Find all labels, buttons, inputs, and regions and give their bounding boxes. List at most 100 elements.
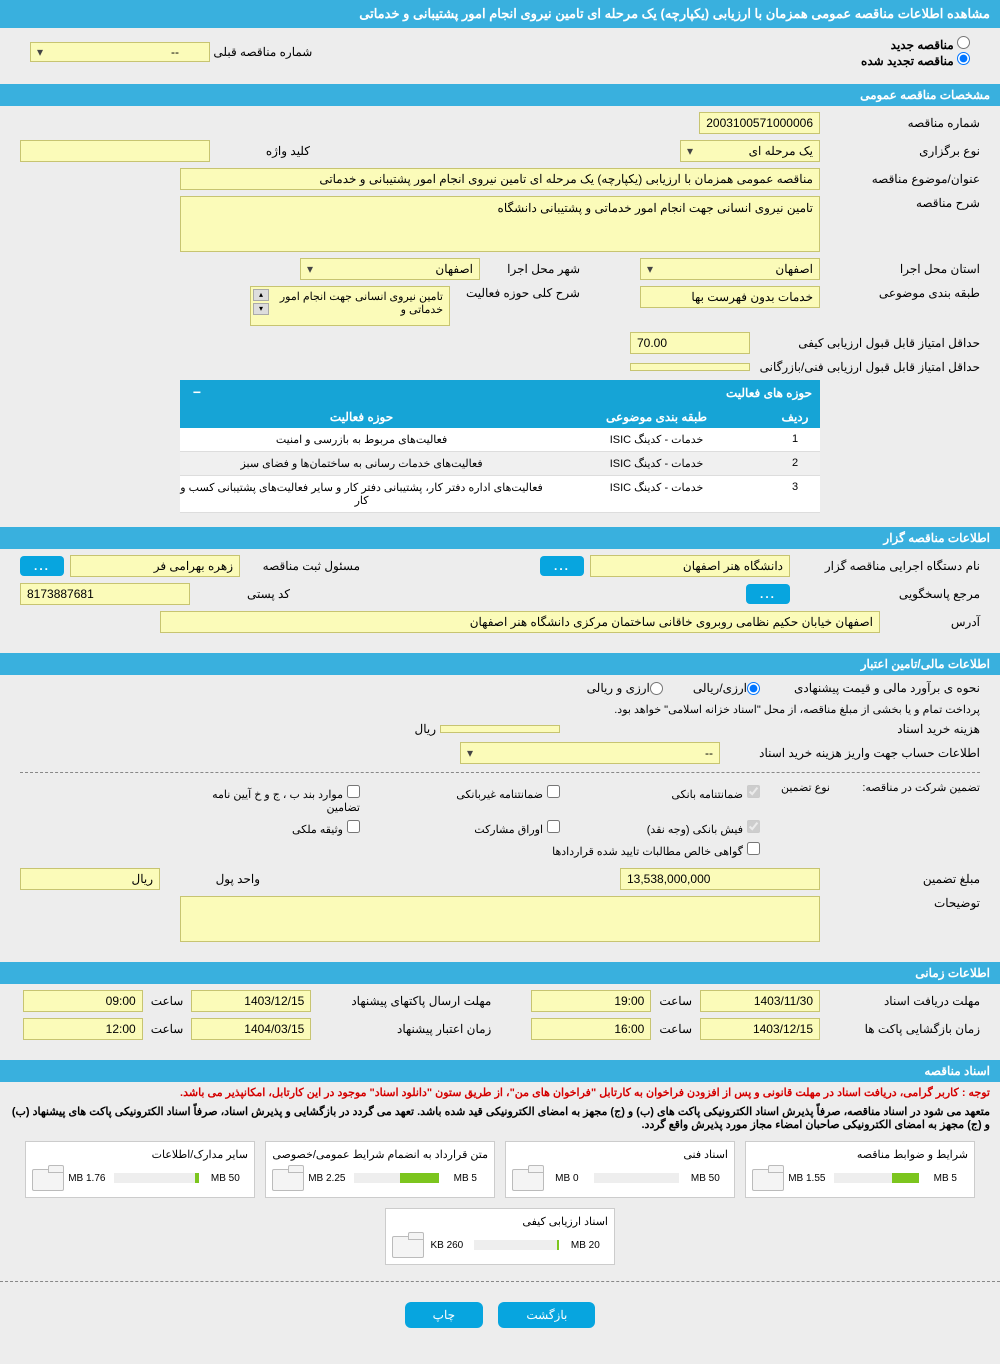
response-ref-button[interactable]: ... <box>746 584 790 604</box>
file-card[interactable]: متن قرارداد به انضمام شرایط عمومی/خصوصی … <box>265 1141 495 1198</box>
estimate-label: نحوه ی برآورد مالی و قیمت پیشنهادی <box>760 681 980 695</box>
file-title: متن قرارداد به انضمام شرایط عمومی/خصوصی <box>272 1148 488 1161</box>
radio-both-label: ارزی و ریالی <box>587 681 650 695</box>
postcode-label: کد پستی <box>190 587 290 601</box>
city-label: شهر محل اجرا <box>480 262 580 276</box>
section-general: مشخصات مناقصه عمومی <box>0 84 1000 106</box>
validity-time: 12:00 <box>23 1018 143 1040</box>
folder-icon <box>392 1232 424 1258</box>
section-organizer: اطلاعات مناقصه گزار <box>0 527 1000 549</box>
file-used: 1.55 MB <box>784 1173 829 1184</box>
title-label: عنوان/موضوع مناقصه <box>820 172 980 186</box>
city-select[interactable]: اصفهان <box>300 258 480 280</box>
time-label-4: ساعت <box>151 1022 184 1036</box>
guarantee-type-label: تضمین شرکت در مناقصه: <box>830 781 980 794</box>
file-card[interactable]: اسناد فنی 50 MB 0 MB <box>505 1141 735 1198</box>
reg-officer-value: زهره بهرامی فر <box>70 555 240 577</box>
chk-net-receivables[interactable] <box>747 842 760 855</box>
chk-clause-bhj[interactable] <box>347 785 360 798</box>
activity-scope-label: شرح کلی حوزه فعالیت <box>450 286 580 300</box>
file-progress <box>594 1173 679 1183</box>
desc-label: شرح مناقصه <box>820 196 980 210</box>
scroll-down-icon[interactable]: ▾ <box>253 303 269 315</box>
radio-new-tender[interactable] <box>957 36 970 49</box>
print-button[interactable]: چاپ <box>405 1302 483 1328</box>
file-used: 2.25 MB <box>304 1173 349 1184</box>
chk-bank-receipt[interactable] <box>747 820 760 833</box>
prev-number-value: -- <box>171 45 179 59</box>
prev-number-label: شماره مناقصه قبلی <box>213 45 312 59</box>
chk-participation-bonds[interactable] <box>547 820 560 833</box>
file-max: 50 MB <box>683 1173 728 1184</box>
radio-fx-label: ارزی/ریالی <box>693 681 747 695</box>
activity-table-head: ردیف طبقه بندی موضوعی حوزه فعالیت <box>180 406 820 428</box>
file-title: شرایط و ضوابط مناقصه <box>752 1148 968 1161</box>
tender-number-value: 2003100571000006 <box>699 112 820 134</box>
chk-nonbank-guarantee[interactable] <box>547 785 560 798</box>
validity-date: 1404/03/15 <box>191 1018 311 1040</box>
file-progress <box>834 1173 919 1183</box>
holding-type-select[interactable]: یک مرحله ای <box>680 140 820 162</box>
bid-deadline-time: 09:00 <box>23 990 143 1012</box>
holding-type-label: نوع برگزاری <box>820 144 980 158</box>
exec-lookup-button[interactable]: ... <box>540 556 584 576</box>
chk-bank-guarantee[interactable] <box>747 785 760 798</box>
file-card[interactable]: اسناد ارزیابی کیفی 20 MB 260 KB <box>385 1208 615 1265</box>
response-ref-label: مرجع پاسخگویی <box>790 587 980 601</box>
prev-number-select[interactable]: -- <box>30 42 210 62</box>
exec-name-value: دانشگاه هنر اصفهان <box>590 555 790 577</box>
officer-lookup-button[interactable]: ... <box>20 556 64 576</box>
file-max: 5 MB <box>443 1173 488 1184</box>
province-select[interactable]: اصفهان <box>640 258 820 280</box>
file-used: 1.76 MB <box>64 1173 109 1184</box>
doc-cost-input[interactable] <box>440 725 560 733</box>
file-max: 50 MB <box>203 1173 248 1184</box>
file-card[interactable]: سایر مدارک/اطلاعات 50 MB 1.76 MB <box>25 1141 255 1198</box>
opening-date: 1403/12/15 <box>700 1018 820 1040</box>
chk-property-pledge[interactable] <box>347 820 360 833</box>
exec-name-label: نام دستگاه اجرایی مناقصه گزار <box>790 559 980 573</box>
file-used: 260 KB <box>424 1240 469 1251</box>
collapse-icon[interactable]: − <box>188 384 206 402</box>
reg-officer-label: مسئول ثبت مناقصه <box>240 559 360 573</box>
unit-label: واحد پول <box>160 872 260 886</box>
desc-textarea[interactable]: تامین نیروی انسانی جهت انجام امور خدماتی… <box>180 196 820 252</box>
radio-renewed-tender[interactable] <box>957 52 970 65</box>
activity-scope-select[interactable]: تامین نیروی انسانی جهت انجام امور خدماتی… <box>250 286 450 326</box>
folder-icon <box>272 1165 304 1191</box>
radio-fx[interactable] <box>747 682 760 695</box>
back-button[interactable]: بازگشت <box>498 1302 595 1328</box>
folder-icon <box>752 1165 784 1191</box>
validity-label: زمان اعتبار پیشنهاد <box>311 1022 491 1036</box>
min-tech-label: حداقل امتیاز قابل قبول ارزیابی فنی/بازرگ… <box>750 360 980 374</box>
remarks-textarea[interactable] <box>180 896 820 942</box>
file-card[interactable]: شرایط و ضوابط مناقصه 5 MB 1.55 MB <box>745 1141 975 1198</box>
file-progress <box>354 1173 439 1183</box>
bid-deadline-label: مهلت ارسال پاکتهای پیشنهاد <box>311 994 491 1008</box>
file-progress <box>474 1240 559 1250</box>
file-max: 20 MB <box>563 1240 608 1251</box>
tender-number-label: شماره مناقصه <box>820 116 980 130</box>
postcode-value: 8173887681 <box>20 583 190 605</box>
bid-deadline-date: 1403/12/15 <box>191 990 311 1012</box>
file-title: اسناد ارزیابی کیفی <box>392 1215 608 1228</box>
account-select[interactable]: -- <box>460 742 720 764</box>
radio-both[interactable] <box>650 682 663 695</box>
folder-icon <box>32 1165 64 1191</box>
keyword-input[interactable] <box>20 140 210 162</box>
scroll-up-icon[interactable]: ▴ <box>253 289 269 301</box>
file-title: سایر مدارک/اطلاعات <box>32 1148 248 1161</box>
remarks-label: توضیحات <box>820 896 980 910</box>
min-quality-label: حداقل امتیاز قابل قبول ارزیابی کیفی <box>750 336 980 350</box>
financial-note: پرداخت تمام و یا بخشی از مبلغ مناقصه، از… <box>20 701 980 722</box>
doc-deadline-date: 1403/11/30 <box>700 990 820 1012</box>
page-title-text: مشاهده اطلاعات مناقصه عمومی همزمان با ار… <box>359 6 990 21</box>
activity-table-header: حوزه های فعالیت − <box>180 380 820 406</box>
time-label-3: ساعت <box>659 1022 692 1036</box>
unit-value: ریال <box>20 868 160 890</box>
account-label: اطلاعات حساب جهت واریز هزینه خرید اسناد <box>720 746 980 760</box>
title-value: مناقصه عمومی همزمان با ارزیابی (یکپارچه)… <box>180 168 820 190</box>
docs-notice-2: متعهد می شود در اسناد مناقصه، صرفاً پذیر… <box>0 1103 1000 1133</box>
guarantee-type-sub: نوع تضمین <box>760 781 830 794</box>
opening-label: زمان بازگشایی پاکت ها <box>820 1022 980 1036</box>
